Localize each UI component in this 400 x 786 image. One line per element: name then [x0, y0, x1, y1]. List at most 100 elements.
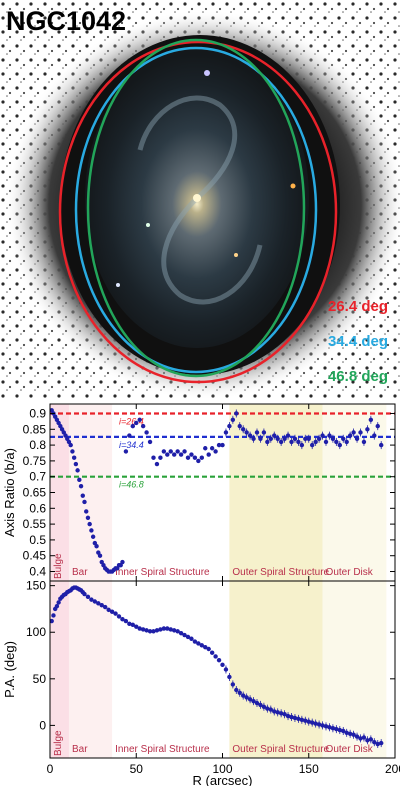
ylabel-axis-ratio: Axis Ratio (b/a) — [2, 448, 17, 537]
data-point — [275, 436, 280, 441]
data-point — [372, 739, 377, 745]
region-1-axis-ratio — [68, 404, 113, 581]
data-point — [120, 616, 125, 622]
region-label-bulge: Bulge — [53, 730, 64, 756]
data-point — [299, 717, 305, 723]
ellipse-34-4-deg — [74, 46, 318, 374]
data-point — [341, 436, 346, 441]
data-point — [272, 709, 277, 714]
data-point — [71, 455, 77, 460]
ytick-label-position-angle: 150 — [26, 579, 46, 593]
data-point — [292, 715, 298, 721]
data-point — [106, 607, 111, 613]
data-point — [361, 439, 367, 445]
data-point — [354, 734, 360, 739]
data-point — [168, 449, 173, 454]
data-point — [234, 411, 239, 416]
ellipse-46-8-deg — [86, 38, 306, 378]
data-point — [358, 430, 363, 435]
data-point — [306, 436, 311, 441]
ytick-label-axis-ratio: 0.5 — [29, 533, 46, 547]
region-label-1: Bar — [72, 567, 88, 578]
data-point — [168, 627, 173, 632]
data-point — [161, 449, 167, 454]
ylabel-position-angle: P.A. (deg) — [2, 641, 17, 698]
data-point — [123, 449, 129, 454]
data-point — [337, 442, 342, 448]
data-point — [209, 650, 215, 655]
data-point — [244, 695, 249, 700]
data-point — [213, 654, 218, 659]
data-point — [292, 436, 298, 441]
data-point — [192, 455, 198, 460]
ytick-label-axis-ratio: 0.85 — [23, 422, 47, 436]
xtick-label: 100 — [212, 762, 232, 776]
data-point — [285, 433, 291, 438]
data-point — [265, 706, 270, 711]
data-point — [344, 730, 349, 736]
data-point — [137, 626, 142, 631]
data-point — [140, 627, 146, 632]
data-point — [282, 436, 287, 441]
data-point — [213, 449, 218, 454]
data-point — [254, 700, 260, 706]
data-point — [54, 603, 60, 609]
region-label-1: Bar — [72, 744, 88, 755]
data-point — [73, 461, 79, 467]
data-point — [144, 430, 149, 435]
xtick-label: 0 — [47, 762, 54, 776]
data-point — [175, 629, 180, 634]
ytick-label-axis-ratio: 0.55 — [23, 517, 47, 531]
data-point — [154, 628, 160, 633]
data-point — [130, 622, 135, 627]
data-point — [282, 712, 287, 717]
data-point — [147, 439, 153, 445]
data-point — [154, 461, 160, 467]
data-point — [358, 736, 363, 741]
data-point — [96, 601, 101, 606]
data-point — [316, 436, 322, 441]
ytick-label-axis-ratio: 0.7 — [29, 470, 46, 484]
data-point — [306, 719, 311, 724]
star — [204, 70, 210, 76]
ytick-label-axis-ratio: 0.75 — [23, 454, 47, 468]
data-point — [89, 597, 94, 602]
data-point — [275, 710, 280, 715]
data-point — [78, 483, 84, 489]
data-point — [189, 452, 194, 457]
region-label-3: Outer Spiral Structure — [232, 567, 329, 578]
data-point — [94, 544, 99, 549]
data-point — [113, 611, 118, 616]
data-point — [178, 630, 184, 636]
data-point — [327, 433, 332, 438]
ytick-label-position-angle: 0 — [39, 718, 46, 732]
data-point — [247, 697, 253, 702]
data-point — [310, 720, 315, 725]
ytick-label-position-angle: 50 — [33, 672, 47, 686]
data-point — [379, 442, 384, 448]
data-point — [372, 433, 377, 438]
data-point — [99, 603, 104, 608]
data-point — [80, 493, 85, 498]
data-point — [251, 436, 256, 441]
data-point — [296, 716, 301, 722]
ellipse-26-4-deg — [58, 40, 338, 384]
data-point — [237, 423, 242, 429]
data-point — [82, 499, 87, 505]
data-point — [375, 741, 380, 747]
data-point — [151, 629, 156, 634]
data-point — [258, 702, 263, 708]
data-point — [227, 423, 232, 429]
data-point — [365, 738, 370, 743]
data-point — [123, 618, 129, 624]
region-0-position-angle — [50, 581, 69, 758]
data-point — [334, 439, 339, 445]
data-point — [313, 439, 318, 445]
data-point — [354, 436, 360, 441]
data-point — [161, 626, 167, 631]
data-point — [351, 732, 356, 737]
data-point — [241, 693, 246, 698]
data-point — [334, 726, 339, 732]
data-point — [75, 468, 80, 473]
data-point — [303, 436, 308, 441]
